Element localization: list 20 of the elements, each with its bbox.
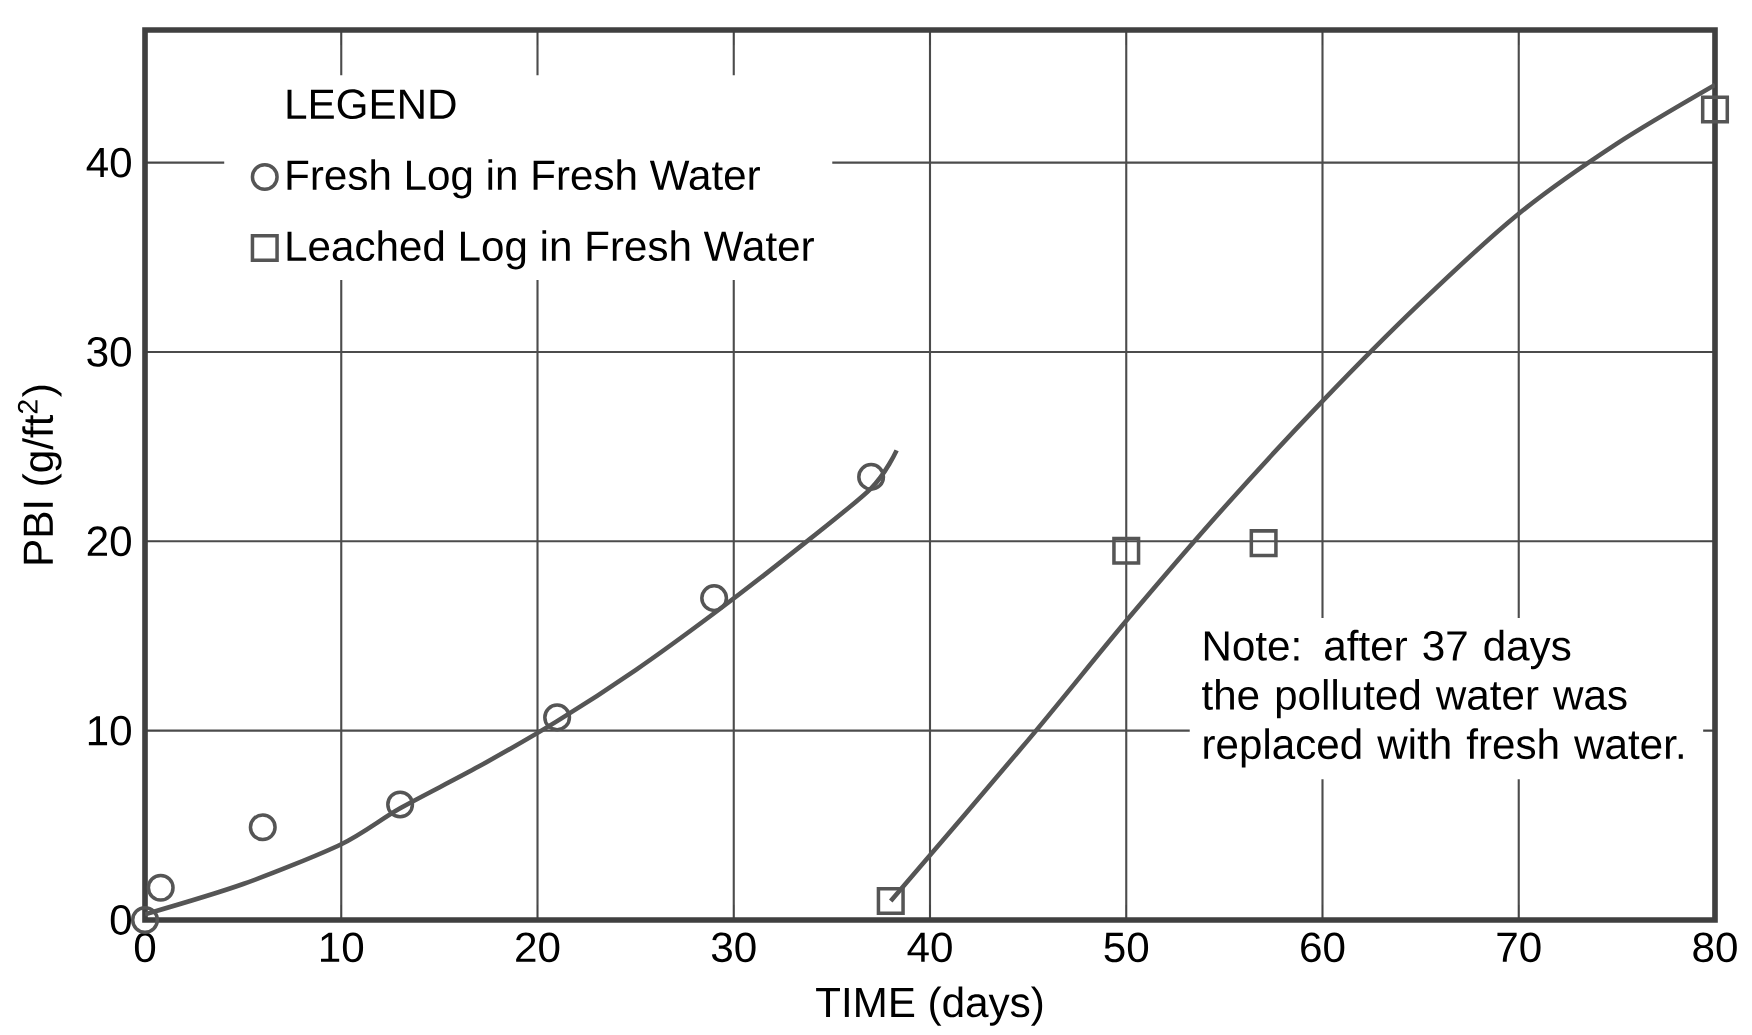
x-tick-label: 10 <box>321 932 364 963</box>
y-tick-label: 0 <box>110 905 131 935</box>
x-tick-label: 60 <box>1301 932 1345 963</box>
x-tick-label: 30 <box>711 932 756 963</box>
y-tick-label: 10 <box>88 715 131 746</box>
x-tick-label: 40 <box>907 932 952 963</box>
legend-title: LEGEND <box>287 89 456 120</box>
annotation: Note: after 37 days the polluted water was replaced with fresh water. <box>1202 629 1683 768</box>
y-tick-label: 40 <box>86 147 131 178</box>
x-tick-label: 0 <box>134 932 156 963</box>
y-tick-label: 20 <box>87 526 131 557</box>
x-axis-title: TIME (days) <box>816 986 1043 1026</box>
y-axis-title: PBI (g/ft$^{2}$) <box>17 385 62 564</box>
legend-label: Fresh Log in Fresh Water <box>287 159 760 199</box>
x-tick-label: 80 <box>1693 932 1737 963</box>
y-tick-label: 30 <box>87 337 131 367</box>
x-tick-label: 50 <box>1104 932 1149 963</box>
x-tick-label: 20 <box>516 932 560 963</box>
legend-label: Leached Log in Fresh Water <box>287 230 814 270</box>
x-tick-label: 70 <box>1497 932 1541 963</box>
